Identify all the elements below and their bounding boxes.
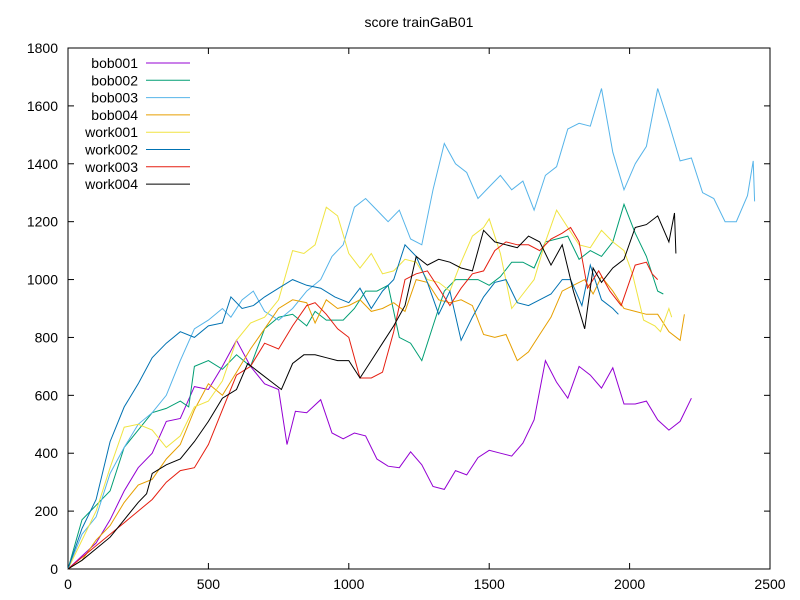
series-line-work003 — [67, 226, 659, 570]
series-lines — [67, 88, 756, 570]
y-tick-label: 1000 — [27, 272, 58, 288]
x-tick-label: 2500 — [754, 576, 785, 592]
y-tick-label: 600 — [35, 387, 59, 403]
series-line-work001 — [67, 206, 673, 570]
x-tick-label: 0 — [64, 576, 72, 592]
series-line-work002 — [67, 243, 619, 570]
legend-label-bob001: bob001 — [91, 55, 138, 71]
y-tick-label: 1600 — [27, 98, 58, 114]
series-line-bob003 — [67, 88, 756, 570]
legend-label-work004: work004 — [84, 176, 138, 192]
legend-label-work003: work003 — [84, 159, 138, 175]
legend-label-work001: work001 — [84, 124, 138, 140]
axis-ticks: 0 500 1000 1500 2000 2500 0 200 400 600 800 1000 120… — [27, 40, 786, 592]
legend-label-work002: work002 — [84, 142, 138, 158]
y-tick-label: 800 — [35, 329, 59, 345]
legend-label-bob004: bob004 — [91, 107, 138, 123]
y-tick-label: 400 — [35, 445, 59, 461]
y-tick-label: 1400 — [27, 156, 58, 172]
x-tick-label: 2000 — [614, 576, 645, 592]
y-tick-label: 200 — [35, 503, 59, 519]
y-tick-label: 1800 — [27, 40, 58, 56]
y-tick-label: 0 — [50, 561, 58, 577]
plot-frame — [67, 47, 771, 570]
legend: bob001bob002bob003bob004work001work002wo… — [84, 55, 190, 192]
chart-title: score trainGaB01 — [365, 14, 474, 30]
series-line-work004 — [67, 212, 677, 570]
series-line-bob001 — [67, 339, 692, 570]
y-tick-label: 1200 — [27, 214, 58, 230]
legend-label-bob003: bob003 — [91, 90, 138, 106]
series-line-bob002 — [67, 202, 664, 570]
legend-label-bob002: bob002 — [91, 72, 138, 88]
series-line-bob004 — [67, 275, 685, 570]
x-tick-label: 1000 — [333, 576, 364, 592]
x-tick-label: 1500 — [474, 576, 505, 592]
x-tick-label: 500 — [197, 576, 221, 592]
